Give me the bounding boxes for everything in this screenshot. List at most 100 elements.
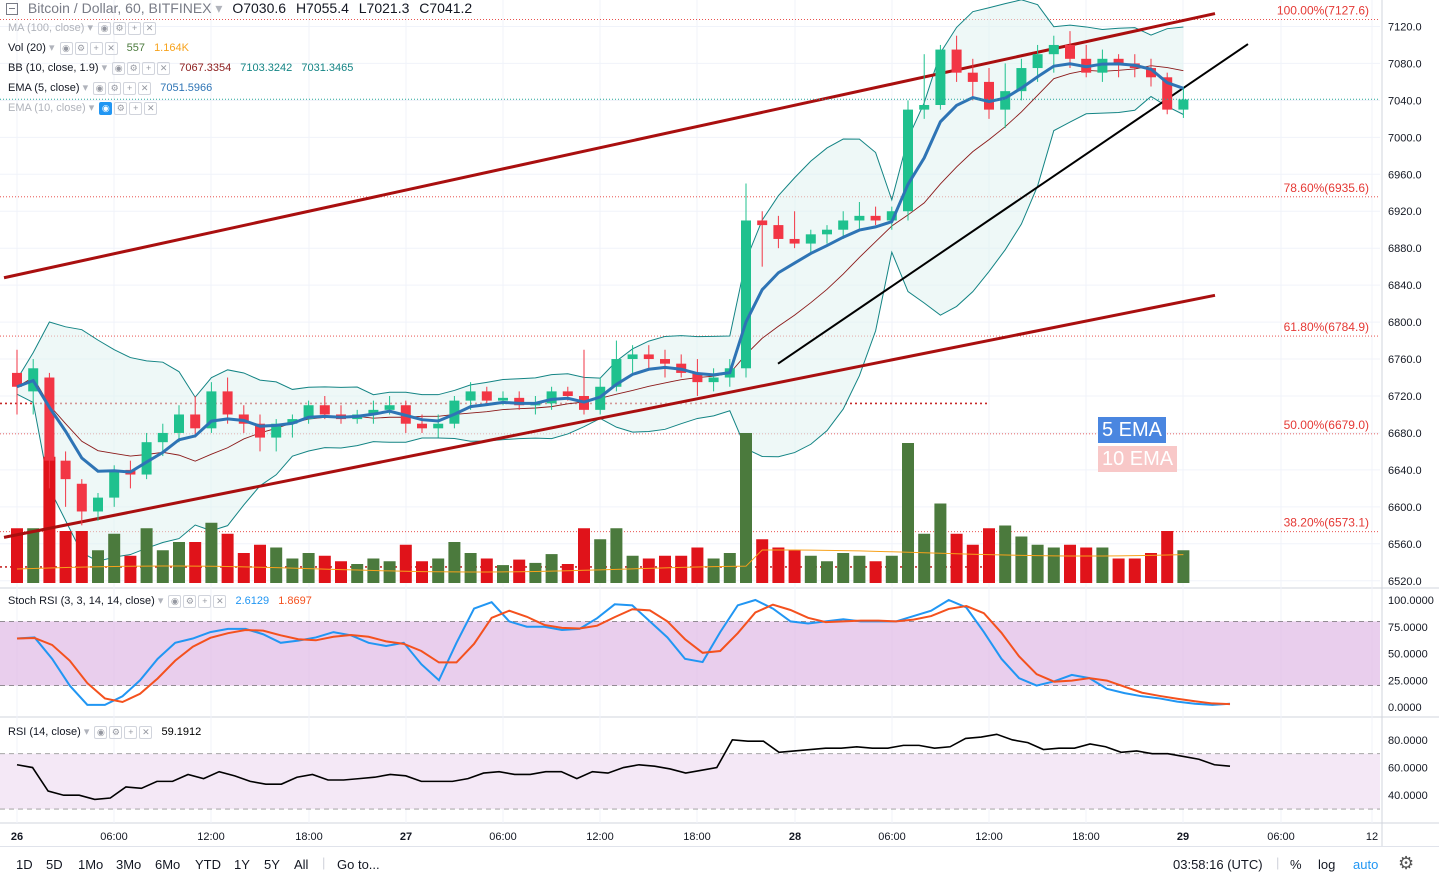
indicator-ma[interactable]: MA (100, close) ▾ ◉ ⚙ + ✕ [8, 20, 157, 36]
close-icon[interactable]: ✕ [143, 21, 157, 35]
close-icon[interactable]: ✕ [139, 725, 153, 739]
range-ytd[interactable]: YTD [195, 857, 221, 872]
ema5-line [16, 62, 1184, 474]
candle-body [206, 391, 217, 429]
candle [93, 493, 103, 521]
collapse-icon[interactable] [6, 3, 18, 16]
close-icon[interactable]: ✕ [157, 61, 171, 75]
candle-body [1097, 58, 1108, 73]
ma-label: MA (100, close) [8, 22, 85, 34]
close-icon[interactable]: ✕ [213, 594, 227, 608]
price-tick-label: 7040.0 [1388, 95, 1422, 107]
volume-bar [383, 561, 396, 583]
candle [627, 345, 638, 373]
candle [935, 44, 946, 110]
add-icon[interactable]: + [124, 725, 138, 739]
candle [984, 68, 994, 119]
volume-bar [529, 562, 542, 583]
candle [1113, 54, 1124, 78]
visibility-icon[interactable]: ◉ [112, 61, 126, 75]
close-icon[interactable]: ✕ [138, 81, 152, 95]
range-6mo[interactable]: 6Mo [155, 857, 181, 872]
price-tick-label: 6760.0 [1388, 354, 1422, 366]
rsi-band [0, 753, 1380, 810]
candle-body [498, 397, 508, 401]
visibility-off-icon[interactable]: ◉ [99, 101, 113, 115]
add-icon[interactable]: + [89, 41, 103, 55]
fib-level-label: 50.00%(6679.0) [1284, 418, 1369, 432]
volume-bar [351, 564, 364, 583]
settings-icon[interactable]: ⚙ [114, 101, 128, 115]
candle-body [141, 442, 152, 475]
dropdown-icon[interactable]: ▾ [101, 62, 108, 74]
range-1d[interactable]: 1D [16, 857, 33, 872]
trading-chart[interactable]: 7120.0 7080.0 7040.0 7000.0 6960.0 6920.0 6880… [0, 0, 1439, 846]
volume-bar [254, 544, 266, 583]
candle [643, 345, 654, 369]
log-toggle[interactable]: log [1318, 857, 1336, 872]
volume-bar [416, 561, 428, 583]
candle-body [44, 377, 55, 461]
volume-bar [853, 555, 866, 583]
time-tick-label: 06:00 [489, 831, 517, 843]
settings-icon[interactable]: ⚙ [74, 41, 88, 55]
indicator-vol[interactable]: Vol (20) ▾ ◉ ⚙ + ✕ 557 1.164K [8, 40, 189, 56]
dropdown-icon[interactable]: ▾ [82, 82, 89, 94]
dropdown-icon[interactable]: ▾ [88, 102, 95, 114]
visibility-icon[interactable]: ◉ [94, 725, 108, 739]
indicator-ema10[interactable]: EMA (10, close) ▾ ◉ ⚙ + ✕ [8, 100, 158, 116]
candle [919, 54, 930, 119]
indicator-stoch-rsi[interactable]: Stoch RSI (3, 3, 14, 14, close) ▾ ◉ ⚙ + ✕ 2… [8, 593, 312, 609]
time-tick-label: 12:00 [586, 831, 614, 843]
visibility-icon[interactable]: ◉ [93, 81, 107, 95]
range-1y[interactable]: 1Y [234, 857, 250, 872]
range-3mo[interactable]: 3Mo [116, 857, 142, 872]
dropdown-icon[interactable]: ▾ [83, 726, 90, 738]
dropdown-icon[interactable]: ▾ [215, 0, 223, 16]
utc-clock[interactable]: 03:58:16 (UTC) [1173, 857, 1263, 872]
goto-button[interactable]: Go to... [337, 857, 380, 872]
range-5d[interactable]: 5D [46, 857, 63, 872]
range-1mo[interactable]: 1Mo [78, 857, 104, 872]
dropdown-icon[interactable]: ▾ [87, 22, 94, 34]
add-icon[interactable]: + [142, 61, 156, 75]
settings-icon[interactable]: ⚙ [108, 81, 122, 95]
settings-icon[interactable]: ⚙ [183, 594, 197, 608]
close-icon[interactable]: ✕ [144, 101, 158, 115]
close-icon[interactable]: ✕ [104, 41, 118, 55]
volume-bar [707, 558, 720, 583]
stoch-label: Stoch RSI (3, 3, 14, 14, close) [8, 595, 155, 607]
range-5y[interactable]: 5Y [264, 857, 280, 872]
indicator-bb[interactable]: BB (10, close, 1.9) ▾ ◉ ⚙ + ✕ 7067.3354 710… [8, 60, 353, 76]
price-tick-label: 6640.0 [1388, 465, 1422, 477]
add-icon[interactable]: + [198, 594, 212, 608]
add-icon[interactable]: + [129, 101, 143, 115]
visibility-icon[interactable]: ◉ [168, 594, 182, 608]
auto-toggle[interactable]: auto [1353, 857, 1379, 872]
dropdown-icon[interactable]: ▾ [157, 595, 164, 607]
volume-bar [1015, 536, 1028, 583]
settings-icon[interactable]: ⚙ [113, 21, 127, 35]
add-icon[interactable]: + [128, 21, 142, 35]
candle [1162, 72, 1173, 115]
candle-body [1178, 99, 1189, 110]
visibility-icon[interactable]: ◉ [59, 41, 73, 55]
time-tick-label: 18:00 [683, 831, 711, 843]
rsi-line [16, 733, 1231, 801]
candle-body [886, 211, 897, 221]
range-all[interactable]: All [294, 857, 309, 872]
volume-bar [561, 564, 574, 583]
volume-bar [270, 547, 283, 583]
visibility-icon[interactable]: ◉ [98, 21, 112, 35]
percent-toggle[interactable]: % [1290, 857, 1302, 872]
indicator-rsi[interactable]: RSI (14, close) ▾ ◉ ⚙ + ✕ 59.1912 [8, 724, 201, 740]
settings-icon[interactable]: ⚙ [127, 61, 141, 75]
gear-icon[interactable]: ⚙ [1398, 853, 1415, 873]
settings-icon[interactable]: ⚙ [109, 725, 123, 739]
add-icon[interactable]: + [123, 81, 137, 95]
dropdown-icon[interactable]: ▾ [48, 42, 55, 54]
price-tick-label: 6960.0 [1388, 169, 1422, 181]
indicator-ema5[interactable]: EMA (5, close) ▾ ◉ ⚙ + ✕ 7051.5966 [8, 80, 212, 96]
candle-body [271, 423, 282, 438]
volume-bar [448, 542, 461, 583]
